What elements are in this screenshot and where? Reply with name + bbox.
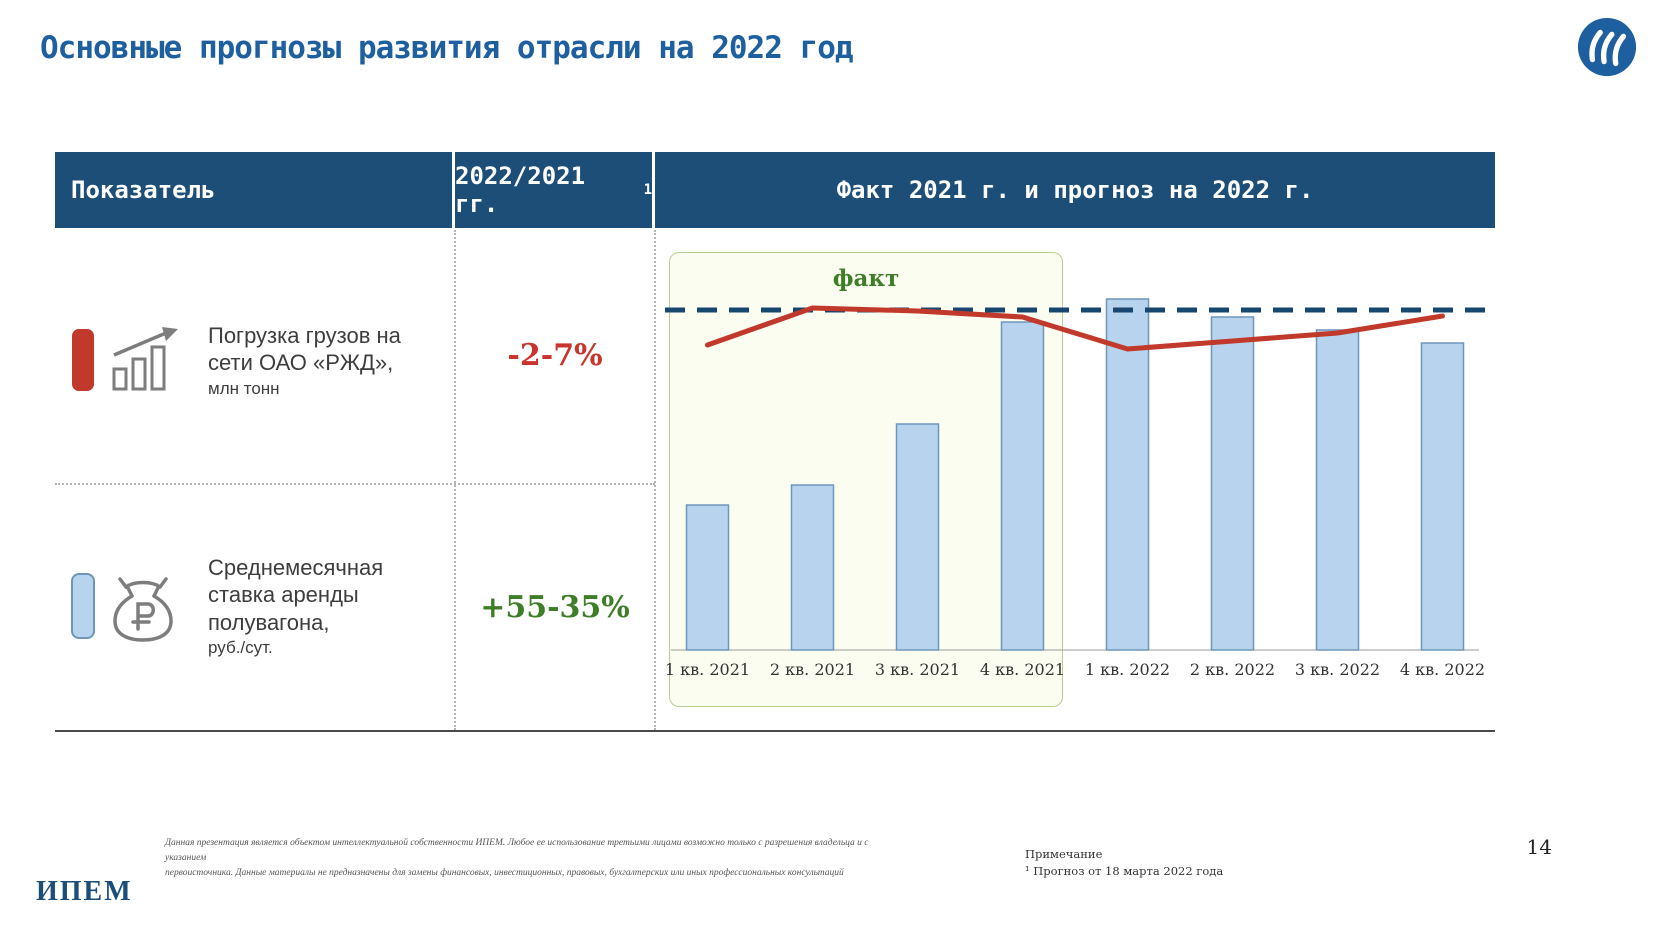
footnote-title: Примечание: [1025, 847, 1103, 861]
page-title: Основные прогнозы развития отрасли на 20…: [40, 30, 854, 66]
ipem-wordmark: ИПЕМ: [36, 876, 133, 907]
ratio-header-footnote: 1: [643, 182, 652, 198]
footnote-block: Примечание ¹ Прогноз от 18 марта 2022 го…: [1025, 846, 1223, 881]
indicator-label: Среднемесячная ставка аренды полувагона,: [208, 554, 384, 635]
fact-label: факт: [832, 265, 900, 292]
page-number: 14: [1526, 835, 1552, 859]
disclaimer-text: Данная презентация является объектом инт…: [165, 836, 910, 882]
table-bottom-border: [55, 730, 1495, 732]
disclaimer-line-1: Данная презентация является объектом инт…: [165, 838, 869, 864]
column-header-ratio: 2022/2021 гг. 1: [455, 152, 652, 228]
tick-label: 1 кв. 2022: [1084, 660, 1171, 679]
value-rate: +55-35%: [480, 590, 630, 625]
tick-label: 2 кв. 2021: [769, 660, 856, 679]
fact-region-box: факт: [669, 252, 1063, 707]
indicator-unit: млн тонн: [208, 378, 280, 398]
tick-label: 1 кв. 2021: [664, 660, 751, 679]
indicator-text-rate: Среднемесячная ставка аренды полувагона,…: [208, 554, 446, 659]
indicator-row-rate: Среднемесячная ставка аренды полувагона,…: [70, 487, 450, 725]
footnote-text: ¹ Прогноз от 18 марта 2022 года: [1025, 864, 1224, 879]
row-divider: [55, 483, 655, 485]
ipem-logo-icon: [1577, 17, 1637, 77]
tick-label: 3 кв. 2022: [1294, 660, 1381, 679]
tick-label: 3 кв. 2021: [874, 660, 961, 679]
ratio-header-text: 2022/2021 гг.: [455, 162, 586, 218]
disclaimer-line-2: первоисточника. Данные материалы не пред…: [165, 868, 844, 879]
column-header-indicator: Показатель: [55, 152, 452, 228]
indicator-label: Погрузка грузов на сети ОАО «РЖД»,: [208, 322, 401, 376]
chart-ticks: 1 кв. 2021 2 кв. 2021 3 кв. 2021 4 кв. 2021…: [655, 660, 1495, 679]
indicator-text-loading: Погрузка грузов на сети ОАО «РЖД», млн т…: [208, 322, 446, 399]
tick-label: 2 кв. 2022: [1189, 660, 1276, 679]
money-bag-ruble-icon: [71, 573, 173, 642]
chart-area: факт 1 кв. 2021 2 кв. 2021 3 кв. 2021 4 кв.…: [655, 230, 1495, 730]
bar-chart-up-arrow-icon: [72, 327, 178, 391]
indicator-row-loading: Погрузка грузов на сети ОАО «РЖД», млн т…: [70, 240, 450, 480]
column-header-chart: Факт 2021 г. и прогноз на 2022 г.: [655, 152, 1495, 228]
tick-label: 4 кв. 2022: [1399, 660, 1486, 679]
column-divider-1: [454, 230, 456, 730]
column-divider-2: [654, 230, 656, 730]
indicator-unit: руб./сут.: [208, 638, 273, 658]
tick-label: 4 кв. 2021: [979, 660, 1066, 679]
table-header-row: Показатель 2022/2021 гг. 1 Факт 2021 г. и…: [55, 152, 1495, 228]
chart-svg: [665, 298, 1485, 651]
value-loading: -2-7%: [507, 338, 603, 373]
